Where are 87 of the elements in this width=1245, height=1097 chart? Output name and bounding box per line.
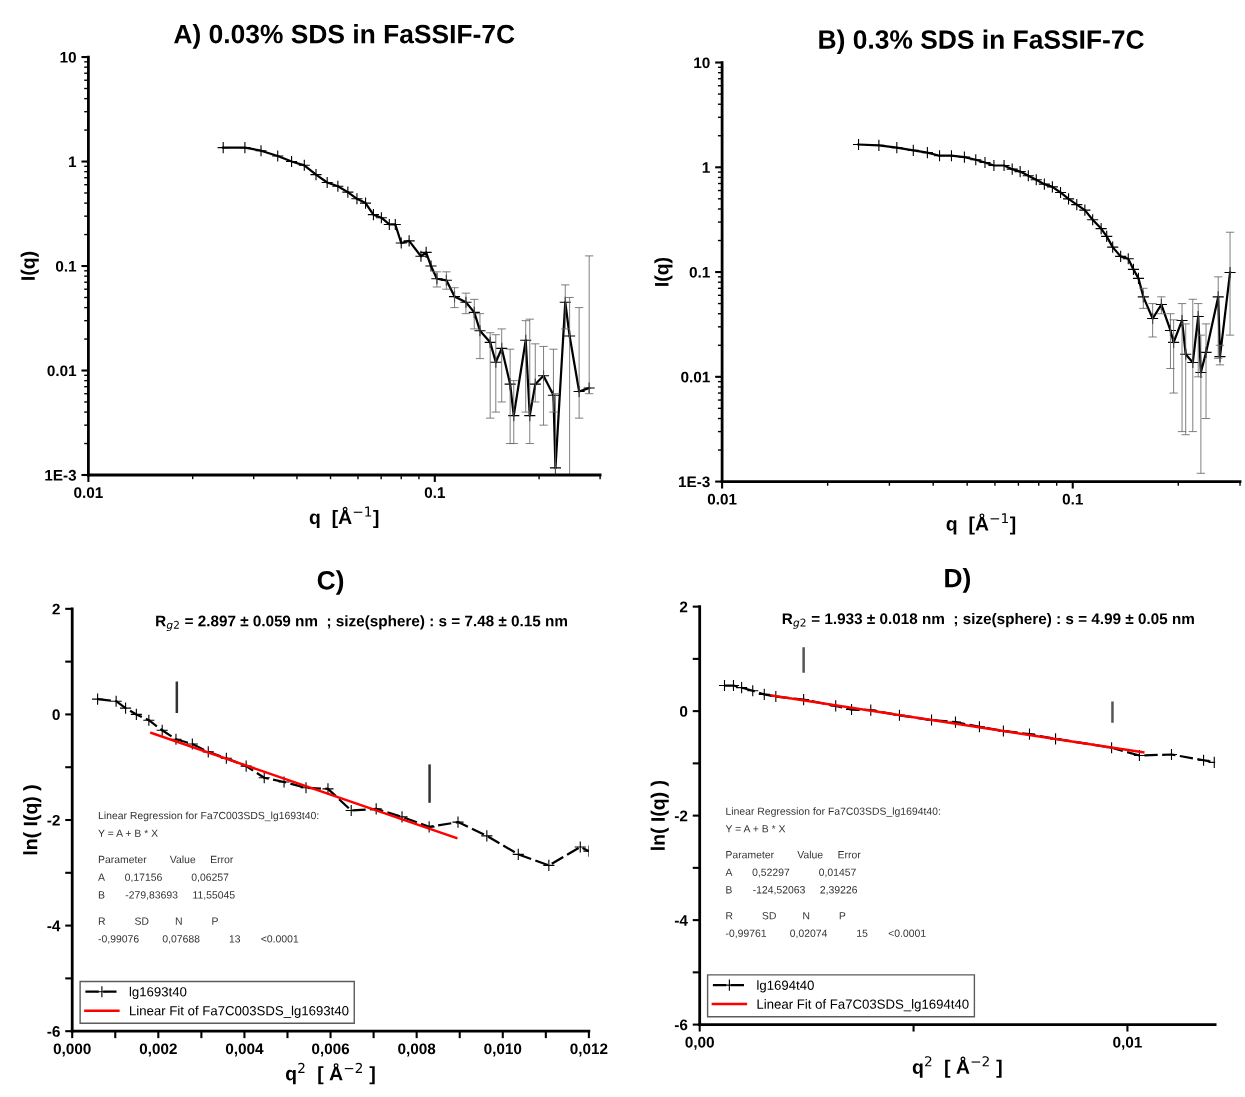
y-tick-label: 10	[694, 57, 710, 69]
y-tick-label: 0	[679, 706, 688, 717]
point	[220, 752, 233, 765]
annotation: A 0,52297 0,01457	[725, 868, 856, 878]
x-tick-label: 0,008	[398, 1043, 436, 1057]
y-tick-label: 0.01	[47, 365, 77, 377]
y-axis-title: ln( I(q) )	[23, 785, 42, 855]
point	[735, 681, 748, 694]
chart-subtitle: R$_{g2}$ = 2.897 ± 0.059 nm ; size(sphere) : s = 7.48 ± 0.15 nm	[156, 615, 567, 631]
point	[277, 775, 291, 789]
y-tick-label: -4	[674, 915, 688, 926]
x-tick-label: 0.01	[74, 487, 103, 499]
point	[156, 724, 169, 737]
annotation: R SD N P	[98, 917, 218, 925]
x-axis-title: q$^{2}$ [ Å$^{−2}$ ]	[912, 1056, 1002, 1078]
chart-title: D)	[945, 568, 971, 593]
x-tick-label: 0,002	[139, 1043, 177, 1057]
x-axis-title: q$^{2}$ [ Å$^{−2}$ ]	[285, 1062, 375, 1085]
annotation: B -124,52063 2,39226	[726, 886, 858, 895]
annotation: Parameter Value Error	[98, 855, 234, 864]
point	[130, 708, 143, 721]
point	[746, 684, 759, 697]
annotation: R SD N P	[726, 912, 846, 920]
legend-label: Linear Fit of Fa7C03SDS_lg1694t40	[757, 999, 969, 1012]
point	[542, 859, 555, 872]
y-axis-title: ln( I(q) )	[650, 780, 669, 850]
point	[512, 848, 525, 861]
y-axis-title: I(q)	[20, 251, 39, 280]
point	[91, 693, 104, 706]
annotation: Y = A + B * X	[98, 829, 158, 837]
annotation: A 0,17156 0,06257	[98, 873, 229, 883]
x-tick-label: 0,012	[570, 1043, 608, 1057]
point	[321, 782, 335, 795]
point	[1133, 749, 1146, 762]
x-tick-label: 0,00	[685, 1036, 714, 1050]
y-tick-label: 2	[52, 603, 60, 615]
y-tick-label: 1	[69, 156, 77, 168]
y-tick-label: 0	[52, 709, 60, 721]
annotation: Linear Regression for Fa7C003SDS_lg1693t40:	[98, 811, 319, 822]
x-tick-label: 0.1	[424, 487, 445, 499]
y-axis-title: I(q)	[654, 257, 673, 286]
point	[451, 816, 465, 829]
x-axis-title: q [Å$^{−1}$]	[946, 513, 1016, 535]
point	[142, 714, 155, 727]
x-tick-label: 0,010	[484, 1043, 522, 1057]
x-tick-label: 0.01	[707, 493, 737, 505]
annotation: B -279,83693 11,55045	[98, 891, 235, 900]
point	[574, 840, 587, 854]
annotation: Linear Regression for Fa7C03SDS_lg1694t40:	[726, 807, 940, 817]
point	[258, 771, 271, 784]
annotation: Y = A + B * X	[725, 825, 786, 833]
chart-title: B) 0.3% SDS in FaSSIF-7C	[819, 29, 1144, 55]
x-tick-label: 0,01	[1113, 1036, 1142, 1050]
y-tick-label: 1	[702, 162, 710, 173]
y-tick-label: -6	[47, 1026, 60, 1037]
chart-title: C)	[317, 570, 344, 595]
point	[110, 695, 123, 708]
annotation: -0,99761 0,02074 15 <0.0001	[725, 929, 926, 939]
point	[1197, 754, 1210, 767]
x-tick-label: 0,004	[225, 1043, 264, 1057]
chart-title: A) 0.03% SDS in FaSSIF-7C	[174, 24, 515, 49]
y-tick-label: -6	[674, 1019, 688, 1031]
y-tick-label: 10	[60, 51, 76, 63]
legend-label: Linear Fit of Fa7C003SDS_lg1693t40	[130, 1005, 349, 1018]
point	[480, 829, 493, 842]
x-tick-label: 0,000	[53, 1043, 91, 1057]
y-tick-label: 0.1	[55, 260, 77, 272]
y-tick-label: -2	[47, 814, 60, 826]
point	[119, 701, 132, 715]
point	[758, 688, 771, 701]
point	[186, 737, 199, 751]
legend-label: lg1693t40	[129, 986, 187, 1000]
x-tick-label: 0,006	[312, 1043, 350, 1057]
y-tick-label: 2	[679, 601, 688, 613]
annotation: Parameter Value Error	[726, 850, 861, 859]
chart-subtitle: R$_{g2}$ = 1.933 ± 0.018 nm ; size(sphere) : s = 4.99 ± 0.05 nm	[782, 612, 1194, 629]
point	[395, 810, 409, 823]
y-tick-label: -2	[674, 810, 688, 822]
x-axis-title: q [Å$^{−1}$]	[309, 506, 379, 529]
x-tick-label: 0.1	[1062, 493, 1083, 505]
y-tick-label: 1E-3	[45, 469, 77, 481]
y-tick-label: 1E-3	[678, 476, 710, 488]
y-tick-label: 0.1	[689, 266, 710, 278]
y-tick-label: -4	[47, 920, 61, 932]
annotation: -0,99076 0,07688 13 <0.0001	[98, 935, 299, 944]
legend-label: lg1694t40	[757, 980, 814, 993]
y-tick-label: 0.01	[681, 371, 710, 383]
